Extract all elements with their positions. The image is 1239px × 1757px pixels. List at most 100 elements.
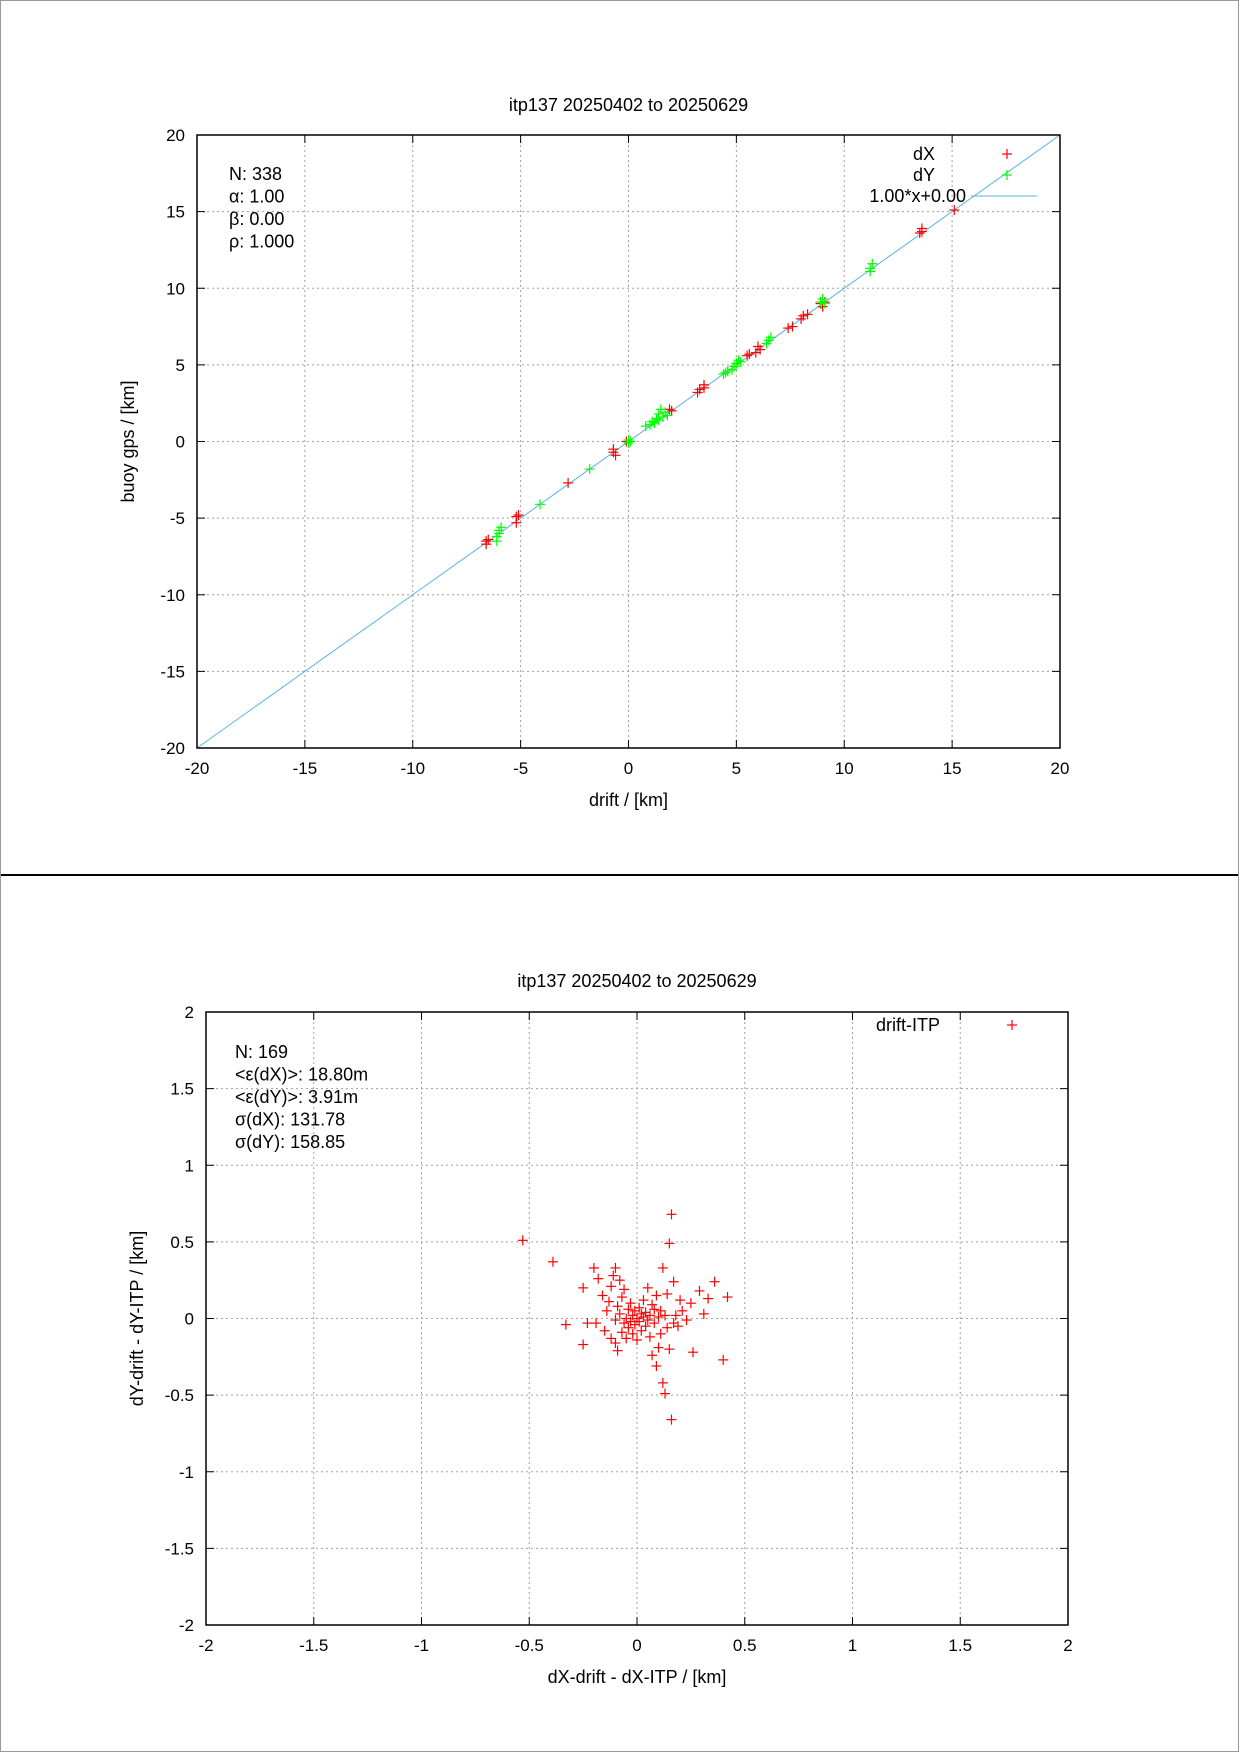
x-tick-label: -20 [185,759,210,778]
data-point [699,379,710,390]
stats-line: ρ: 1.000 [229,232,294,252]
data-point [623,1322,634,1333]
data-point [513,510,524,521]
plot-area-border [205,1011,1069,1626]
x-tick-label: -5 [513,759,528,778]
data-point [606,1281,617,1292]
y-axis-label: dY-drift - dY-ITP / [km] [127,1231,147,1406]
data-point [660,1310,671,1321]
data-point [616,1327,627,1338]
x-axis-label: drift / [km] [589,790,668,810]
data-point [496,522,507,533]
data-point [608,444,619,455]
data-point [658,411,669,422]
y-tick-label: 20 [166,126,185,145]
data-point [599,1325,610,1336]
data-point [578,1339,589,1350]
data-point [664,1344,675,1355]
data-point [783,323,794,334]
y-tick-label: -15 [160,662,185,681]
data-point [640,421,651,432]
data-point [601,1305,612,1316]
data-point [627,1328,638,1339]
data-point [593,1273,604,1284]
data-point [666,1209,677,1220]
data-point [632,1334,642,1345]
data-point [949,205,960,216]
data-point [709,1276,720,1287]
x-tick-label: 20 [1051,759,1070,778]
data-point [718,1354,729,1365]
data-point [547,1256,558,1267]
data-point [742,350,753,361]
data-point [642,1315,653,1326]
data-point [649,1318,660,1329]
data-point [653,1311,664,1322]
data-point [865,263,876,274]
data-point [666,1414,677,1425]
data-point [698,1308,709,1319]
y-tick-label: -0.5 [165,1386,194,1405]
data-point [817,293,828,304]
data-point [511,511,522,522]
x-tick-label: 2 [1063,1636,1072,1655]
data-point [623,434,634,445]
x-tick-label: 15 [943,759,962,778]
data-point [787,321,798,332]
y-tick-label: 1.5 [170,1080,194,1099]
legend-label: dY [913,165,935,185]
data-point [610,1262,621,1273]
data-point [722,366,733,377]
data-point [657,1377,668,1388]
data-point [517,1235,528,1246]
data-point [655,1328,666,1339]
data-point [666,405,677,416]
y-tick-label: 2 [185,1003,194,1022]
data-point [733,355,744,366]
data-point [591,1318,602,1329]
data-point [636,1325,647,1336]
data-point [535,499,546,510]
x-axis-label: dX-drift - dX-ITP / [km] [548,1667,727,1687]
stats-line: N: 169 [235,1042,288,1062]
y-tick-label: -1 [179,1463,194,1482]
x-tick-label: 0.5 [733,1636,757,1655]
y-tick-label: 5 [176,356,185,375]
y-tick-label: -5 [170,509,185,528]
legend-marker [1007,1020,1017,1030]
data-point [867,258,878,269]
y-tick-label: -1.5 [165,1539,194,1558]
series-dX [481,205,960,550]
data-point [619,1318,630,1329]
y-tick-label: 0 [176,433,185,452]
data-point [735,356,746,367]
x-tick-label: -1.5 [299,1636,328,1655]
chart-panel-top: -20 -15 -10 -5 0 5 10 15 20 -20 -15 -10 -5 0 5 10 15 20 it… [0,0,1239,876]
stats-line: N: 338 [229,164,282,184]
data-point [560,1319,571,1330]
data-point [610,1338,621,1349]
y-tick-label: -20 [160,739,185,758]
chart-title: itp137 20250402 to 20250629 [517,971,756,991]
data-point [651,1290,662,1301]
data-point [612,1301,623,1312]
data-point [588,1262,599,1273]
chart-bottom: -2 -1.5 -1 -0.5 0 0.5 1 1.5 2 -2 -1.5 -1 -0.5 0 0.5 1 1.… [127,971,1073,1687]
data-point [755,344,766,355]
stats-line: <ε(dY)>: 3.91m [235,1087,358,1107]
data-point [644,1331,655,1342]
data-point [798,310,809,321]
data-point [647,1350,658,1361]
legend-label: drift-ITP [876,1015,940,1035]
data-point [616,1292,627,1303]
data-point [647,1299,658,1310]
data-point [720,367,731,378]
chart-title: itp137 20250402 to 20250629 [509,95,748,115]
data-point [578,1282,589,1293]
legend-label: dX [913,144,935,164]
x-tick-label: 1 [848,1636,857,1655]
data-point [612,1345,623,1356]
stats-line: β: 0.00 [229,209,284,229]
data-point [662,410,673,421]
data-point [694,384,705,395]
